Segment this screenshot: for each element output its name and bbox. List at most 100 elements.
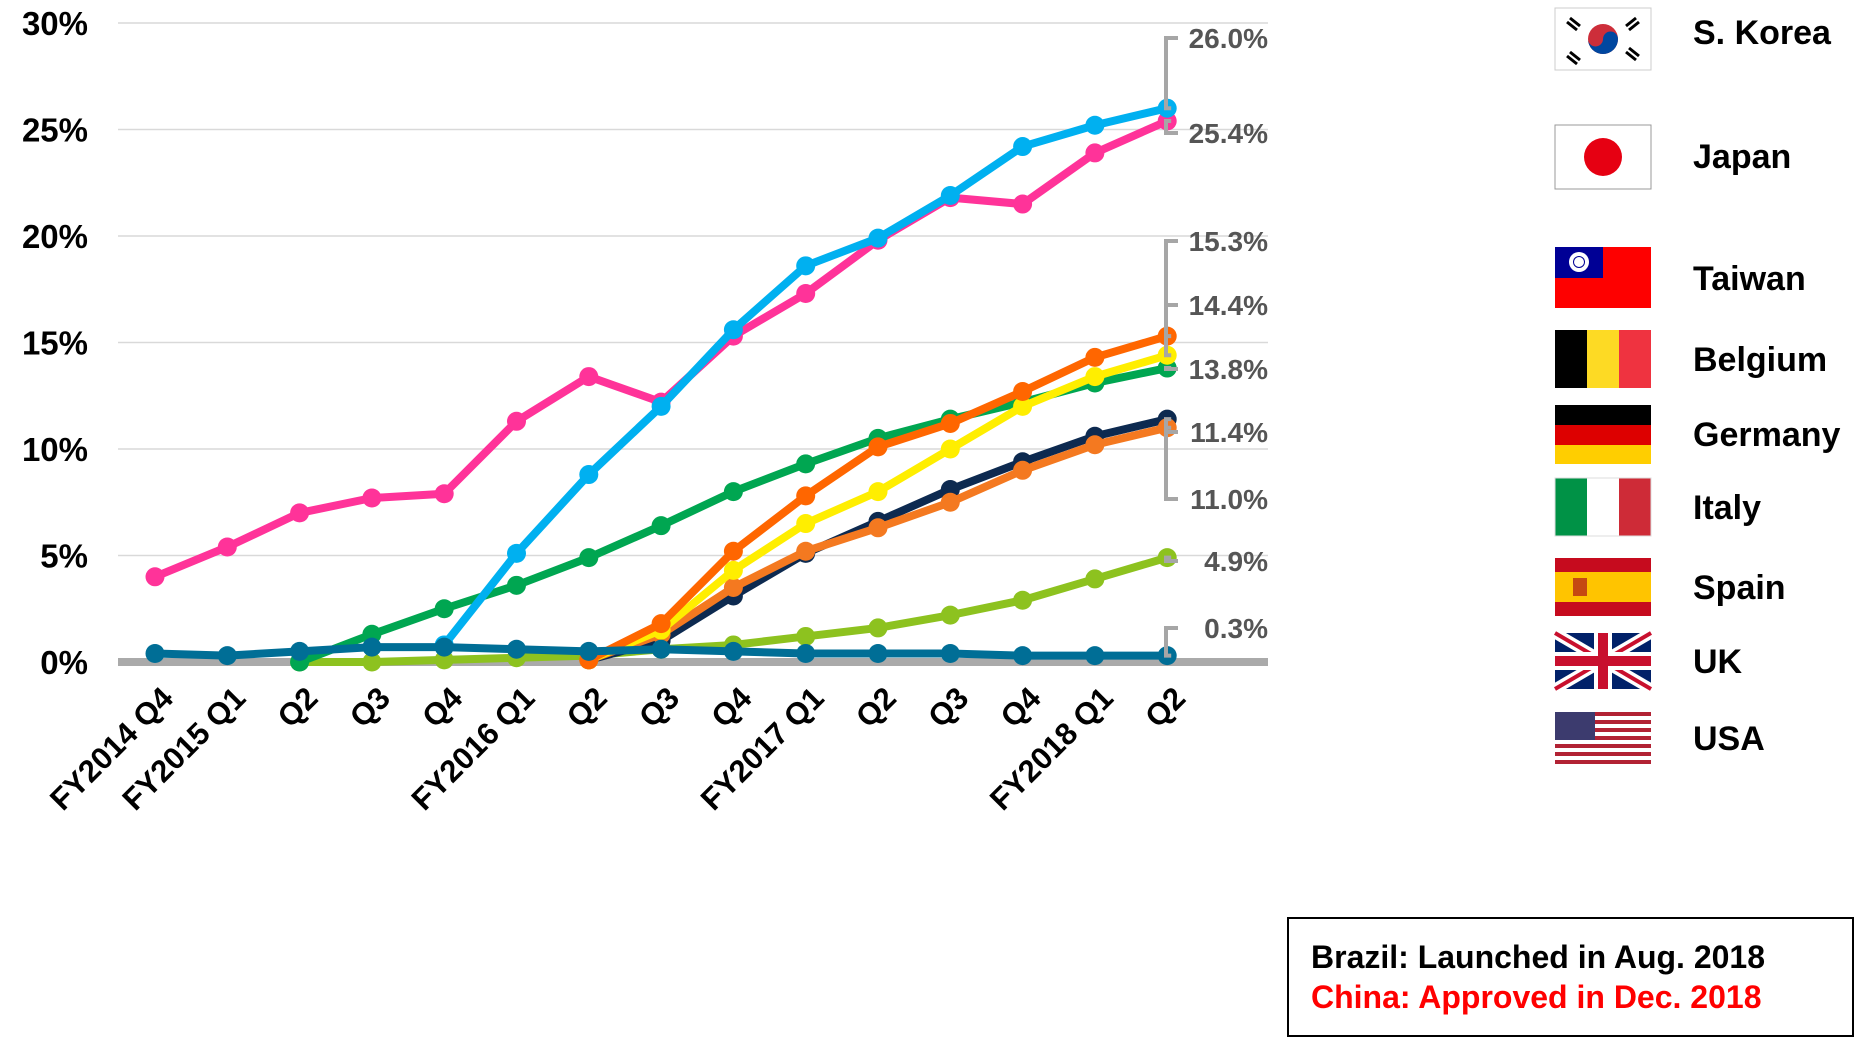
legend-label-uk: UK (1693, 643, 1743, 681)
x-tick-label: Q3 (632, 680, 686, 734)
availability-note: Brazil: Launched in Aug. 2018 China: App… (1287, 917, 1854, 1037)
series-taiwan (579, 326, 1177, 670)
data-point-belgium (868, 482, 888, 502)
korea-flag (1554, 7, 1652, 71)
belgium-flag (1555, 330, 1651, 388)
data-point-germany (434, 599, 454, 619)
data-point-usa (217, 646, 237, 666)
data-point-s-korea (507, 543, 526, 563)
data-point-usa (723, 641, 743, 661)
end-value-callouts: 26.0% 25.4% 15.3% 14.4% 13.8% 11.4% 11.0% 4.9% 0… (1164, 23, 1268, 658)
legend-label-italy: Italy (1693, 489, 1761, 527)
series-s-korea (434, 98, 1177, 655)
data-point-s-korea (940, 186, 960, 206)
data-point-usa (651, 639, 671, 659)
data-point-s-korea (796, 256, 816, 276)
callout-label-usa: 0.3% (1204, 613, 1268, 644)
legend-label-s-korea: S. Korea (1693, 14, 1832, 52)
brazil-note: Brazil: Launched in Aug. 2018 (1311, 939, 1766, 975)
callout-leader-belgium (1164, 303, 1178, 358)
data-point-belgium (940, 439, 960, 459)
legend: S. Korea Japan Taiwan Belgium Germany Italy Sp… (1552, 7, 1840, 764)
x-tick-label: Q4 (994, 680, 1049, 735)
y-tick-label: 5% (40, 538, 88, 575)
data-point-s-korea (723, 320, 743, 340)
legend-label-spain: Spain (1693, 569, 1786, 607)
data-point-taiwan (868, 437, 888, 457)
data-point-germany (507, 575, 526, 595)
x-tick-label: Q3 (921, 680, 975, 734)
usa-flag (1555, 712, 1651, 764)
data-point-spain (723, 577, 743, 597)
callout-leader-uk (1164, 555, 1178, 563)
data-point-japan (507, 411, 526, 431)
data-point-belgium (723, 560, 743, 580)
series-germany (290, 358, 1177, 672)
japan-flag (1554, 124, 1652, 190)
data-point-usa (434, 637, 454, 657)
x-tick-label: Q4 (415, 680, 470, 735)
legend-label-taiwan: Taiwan (1693, 260, 1806, 298)
data-point-uk (868, 618, 888, 638)
data-point-japan (362, 488, 382, 508)
data-point-usa (796, 643, 816, 663)
callout-leader-japan (1164, 118, 1178, 135)
data-point-japan (290, 503, 310, 523)
callout-leader-italy (1164, 417, 1178, 434)
data-point-belgium (1013, 396, 1033, 416)
data-point-belgium (1085, 367, 1105, 387)
data-point-spain (1085, 435, 1105, 455)
x-tick-label: Q2 (271, 680, 325, 734)
y-tick-label: 15% (22, 325, 88, 362)
data-point-taiwan (1085, 347, 1105, 367)
data-point-spain (940, 492, 960, 512)
callout-leader-germany (1164, 366, 1178, 371)
callout-leader-usa (1164, 626, 1178, 658)
data-point-japan (217, 537, 237, 557)
data-point-japan (434, 484, 454, 504)
data-point-uk (796, 626, 816, 646)
data-point-japan (145, 567, 165, 587)
y-tick-label: 10% (22, 431, 88, 468)
data-point-japan (796, 284, 816, 304)
data-point-usa (290, 641, 310, 661)
callout-label-uk: 4.9% (1204, 546, 1268, 577)
data-point-s-korea (1013, 137, 1033, 157)
legend-label-belgium: Belgium (1693, 341, 1827, 379)
legend-label-germany: Germany (1693, 416, 1840, 454)
callout-label-japan: 25.4% (1189, 118, 1268, 149)
data-point-usa (507, 639, 526, 659)
data-point-usa (1085, 646, 1105, 666)
series-line-germany (295, 364, 1172, 666)
data-point-uk (362, 652, 382, 672)
callout-label-italy: 11.4% (1190, 417, 1268, 448)
data-point-usa (1013, 646, 1033, 666)
series-usa (145, 637, 1177, 666)
data-point-japan (1085, 143, 1105, 163)
uk-flag (1552, 628, 1654, 694)
data-point-s-korea (651, 396, 671, 416)
callout-leader-taiwan (1164, 239, 1178, 339)
data-point-japan (579, 367, 599, 387)
data-point-spain (868, 518, 888, 538)
data-point-taiwan (796, 486, 816, 506)
data-point-usa (579, 641, 599, 661)
data-point-germany (723, 482, 743, 502)
y-tick-label: 0% (40, 644, 88, 681)
callout-label-taiwan: 15.3% (1189, 226, 1268, 257)
callout-leader-spain (1164, 425, 1178, 501)
data-point-usa (145, 643, 165, 663)
data-point-usa (940, 643, 960, 663)
series-group (145, 98, 1177, 672)
legend-label-usa: USA (1693, 720, 1765, 758)
italy-flag (1554, 477, 1652, 537)
y-tick-label: 20% (22, 218, 88, 255)
x-tick-label: Q2 (849, 680, 903, 734)
data-point-usa (362, 637, 382, 657)
legend-label-japan: Japan (1693, 138, 1791, 176)
data-point-spain (1013, 460, 1033, 480)
data-point-germany (579, 548, 599, 568)
data-point-spain (796, 541, 816, 561)
